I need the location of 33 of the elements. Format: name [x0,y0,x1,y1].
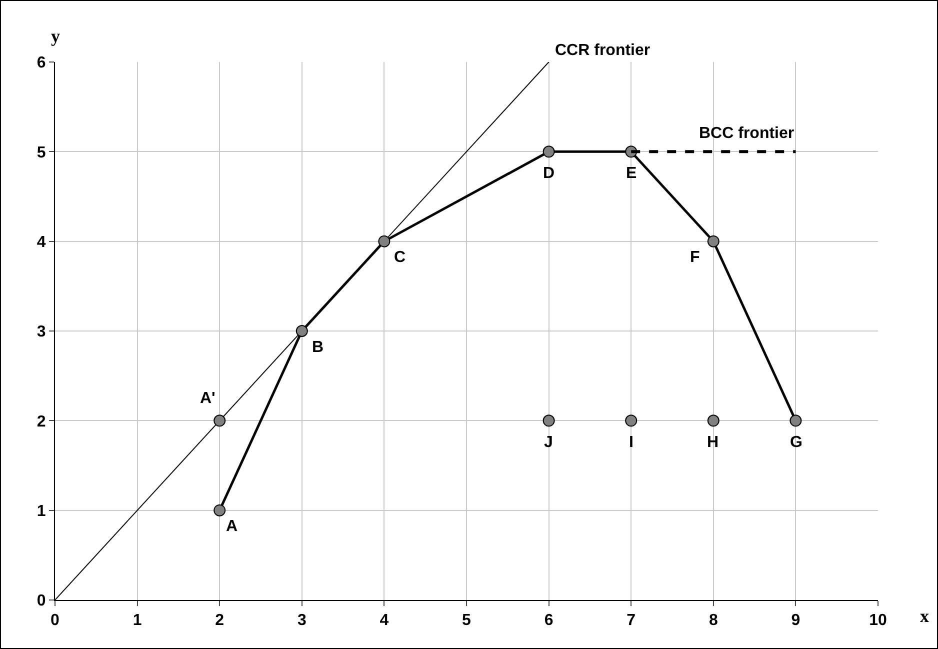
annotation: F [690,249,700,266]
annotation: H [707,434,719,451]
annotation: J [544,434,553,451]
y-tick-label: 0 [36,592,46,610]
annotation: C [394,249,406,266]
x-tick-label: 0 [50,612,60,630]
x-tick-label: 7 [626,612,636,630]
annotation: B [312,339,324,356]
x-tick-label: 5 [462,612,472,630]
y-tick-label: 6 [36,54,46,72]
x-tick-label: 8 [708,612,718,630]
y-tick-label: 2 [36,413,46,430]
y-tick-label: 1 [36,502,46,520]
annotation: E [626,165,637,182]
x-tick-label: 1 [132,612,142,630]
annotation: I [629,434,634,451]
x-tick-label: 9 [791,612,800,630]
y-axis-title: y [51,26,60,46]
x-tick-label: 6 [544,612,554,630]
annotation: BCC frontier [699,125,794,142]
annotation: A' [200,390,216,407]
annotation: A [226,518,238,535]
y-tick-label: 3 [36,324,46,341]
y-tick-label: 4 [36,234,46,251]
x-axis-title: x [920,606,929,626]
x-tick-label: 10 [869,612,887,630]
annotation: D [543,165,555,182]
y-tick-label: 5 [36,144,46,162]
x-tick-label: 4 [380,612,389,630]
x-tick-label: 2 [215,612,224,630]
annotation: G [790,434,802,451]
x-tick-label: 3 [297,612,306,630]
annotation: CCR frontier [555,42,650,59]
